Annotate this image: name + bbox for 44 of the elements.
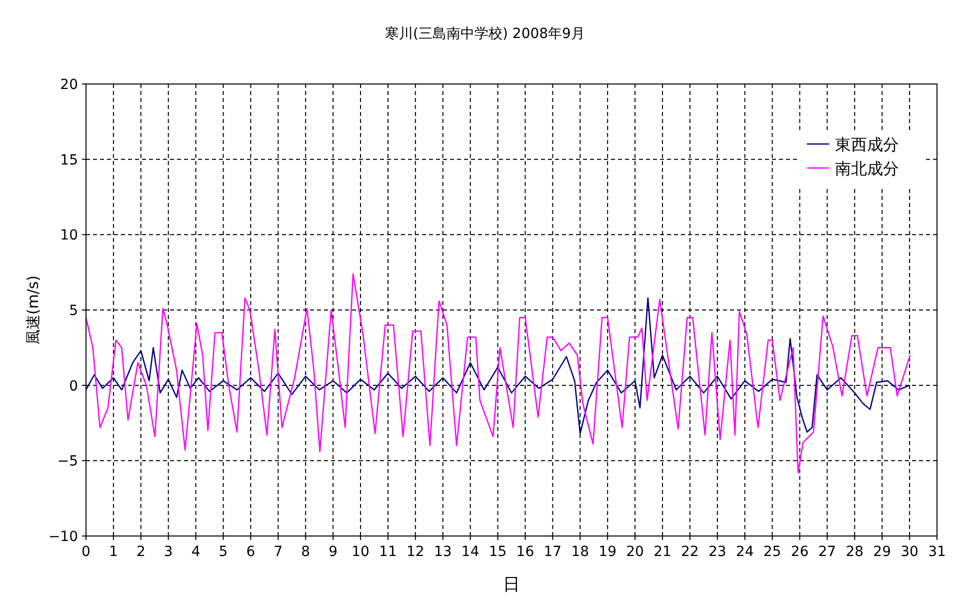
x-tick-label: 11 xyxy=(379,544,397,560)
legend-label: 南北成分 xyxy=(835,159,899,178)
x-tick-label: 14 xyxy=(461,544,480,560)
x-axis-title: 日 xyxy=(503,575,520,595)
x-tick-label: 29 xyxy=(873,544,892,560)
x-tick-label: 28 xyxy=(846,544,864,560)
legend-label: 東西成分 xyxy=(835,135,899,154)
x-tick-label: 7 xyxy=(274,544,283,560)
x-tick-label: 6 xyxy=(246,544,256,560)
x-tick-label: 16 xyxy=(516,544,534,560)
x-tick-label: 31 xyxy=(928,544,946,560)
x-tick-label: 9 xyxy=(328,544,338,560)
x-tick-label: 26 xyxy=(790,544,809,560)
x-tick-label: 13 xyxy=(434,544,452,560)
y-tick-label: 15 xyxy=(60,152,78,168)
chart-title: 寒川(三島南中学校) 2008年9月 xyxy=(385,26,585,42)
y-axis-title: 風速(m/s) xyxy=(24,275,42,345)
y-tick-label: 20 xyxy=(60,77,78,93)
x-tick-label: 17 xyxy=(544,544,562,560)
x-tick-label: 5 xyxy=(218,544,228,560)
x-tick-label: 1 xyxy=(108,544,118,560)
x-tick-label: 12 xyxy=(406,544,424,560)
y-tick-label: 0 xyxy=(69,378,78,394)
x-tick-label: 8 xyxy=(301,544,310,560)
y-tick-label: −10 xyxy=(48,529,78,545)
x-tick-label: 21 xyxy=(654,544,672,560)
x-tick-label: 0 xyxy=(82,544,90,560)
x-tick-label: 3 xyxy=(164,544,173,560)
y-tick-label: −5 xyxy=(57,454,78,470)
x-tick-label: 27 xyxy=(818,544,836,560)
x-tick-label: 25 xyxy=(763,544,782,560)
x-tick-label: 20 xyxy=(626,544,644,560)
x-tick-label: 23 xyxy=(708,544,726,560)
x-tick-label: 18 xyxy=(571,544,590,560)
y-tick-label: 5 xyxy=(69,303,78,319)
x-tick-label: 19 xyxy=(598,544,616,560)
x-tick-label: 4 xyxy=(191,544,200,560)
x-tick-label: 15 xyxy=(488,544,507,560)
x-tick-label: 24 xyxy=(736,544,754,560)
x-tick-label: 10 xyxy=(352,544,370,560)
y-tick-label: 10 xyxy=(60,228,78,244)
x-tick-label: 22 xyxy=(681,544,699,560)
x-tick-label: 2 xyxy=(136,544,146,560)
x-tick-label: 30 xyxy=(900,544,918,560)
